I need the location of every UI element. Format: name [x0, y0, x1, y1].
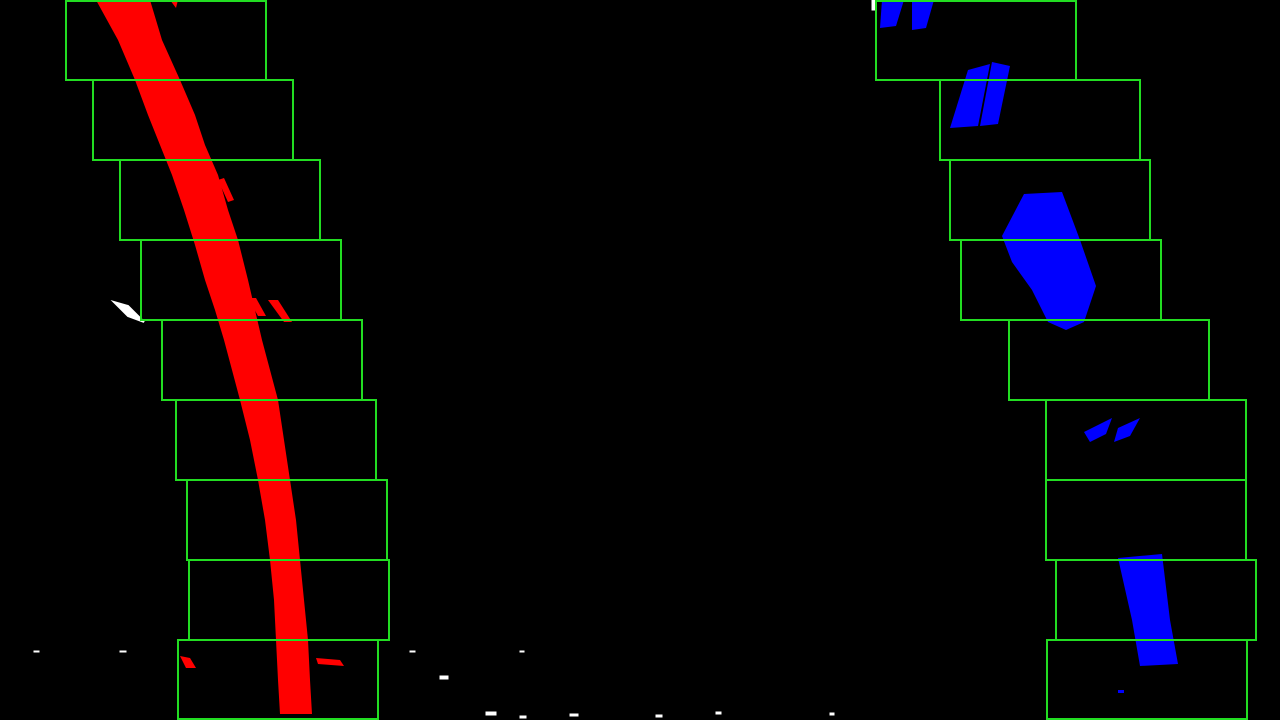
right-lane-blob: [980, 62, 1010, 126]
noise-dot: [485, 711, 497, 716]
noise-dot: [33, 650, 40, 653]
left-lane-fragment: [180, 656, 196, 668]
right-lane-blob: [1084, 418, 1112, 442]
left-window-9: [177, 639, 379, 720]
noise-dot: [655, 714, 663, 718]
noise-dot: [519, 650, 525, 653]
right-lane-pixels: [880, 0, 1178, 693]
noise-pixels: [33, 0, 877, 719]
noise-dot: [829, 712, 835, 716]
noise-dot: [569, 713, 579, 717]
sliding-windows: [65, 0, 1257, 720]
left-lane-fragment: [268, 300, 292, 322]
left-lane-fragment: [116, 30, 134, 58]
right-lane-blob: [1118, 554, 1178, 666]
noise-dot: [715, 711, 722, 715]
right-lane-dot: [1118, 690, 1124, 693]
noise-dot: [119, 650, 127, 653]
noise-streak: [110, 299, 145, 323]
noise-dot: [439, 675, 449, 680]
right-lane-blob: [1114, 418, 1140, 442]
noise-dot: [519, 715, 527, 719]
right-lane-blob: [912, 0, 934, 30]
left-lane-pixels: [96, 0, 344, 714]
right-lane-blob: [1002, 192, 1096, 330]
left-lane-fragment: [316, 658, 344, 666]
left-lane-fragment: [248, 298, 266, 316]
right-window-9: [1046, 639, 1248, 720]
left-lane-fragment: [218, 178, 234, 202]
right-lane-blob: [880, 0, 904, 28]
left-lane-line: [96, 0, 312, 714]
noise-dot: [409, 650, 416, 653]
